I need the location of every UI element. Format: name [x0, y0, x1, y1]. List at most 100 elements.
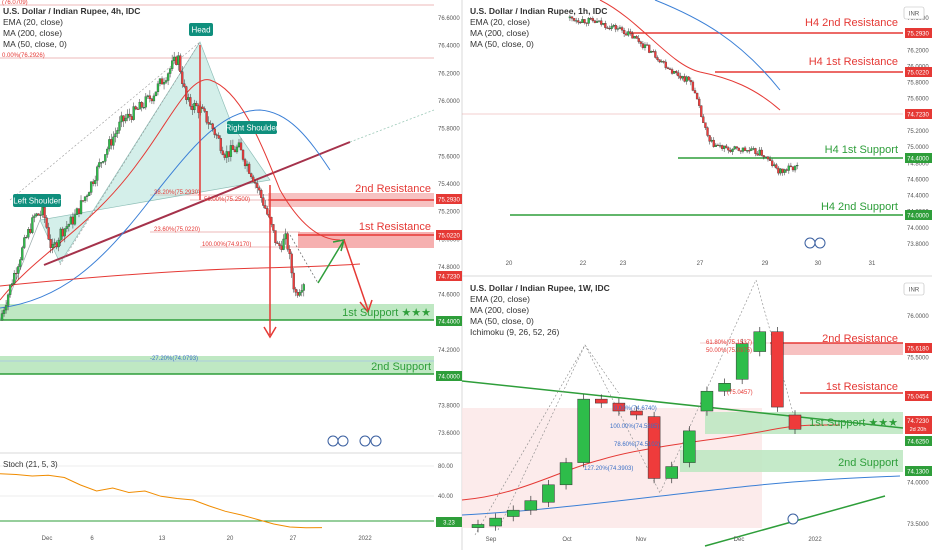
candle-body [112, 136, 115, 146]
candle-body [168, 68, 172, 74]
candle-body [298, 292, 301, 296]
candle-body [144, 96, 147, 108]
h4-path-down [343, 239, 369, 311]
candle-body [577, 20, 580, 23]
candle-body [195, 103, 198, 106]
candle-body [616, 28, 620, 30]
candle-body [779, 168, 782, 174]
candle-body [666, 67, 670, 69]
candle-body [294, 288, 297, 293]
w1-trendline [461, 380, 904, 429]
candle-body [241, 149, 245, 160]
candle-body [158, 78, 162, 84]
h4-x-tick: 20 [227, 536, 234, 542]
flag-icon[interactable] [327, 435, 339, 447]
candle-body [645, 44, 649, 46]
candle-body [0, 313, 4, 321]
candle-body [94, 180, 97, 184]
candle-body [187, 97, 190, 100]
candle-body [47, 227, 50, 240]
candle-body [37, 213, 40, 216]
candle-body [98, 162, 101, 167]
h1-legend: U.S. Dollar / Indian Rupee, 1h, IDC EMA … [470, 6, 607, 50]
candle-body [788, 414, 802, 430]
candle-body [775, 164, 778, 169]
y-tick-label: 73.8000 [907, 242, 929, 248]
y-tick-label: 75.8000 [907, 81, 929, 87]
candle-body [570, 16, 574, 19]
candle-body [189, 97, 192, 107]
h4-res2-tag-bg [436, 194, 462, 204]
candle-body [280, 245, 283, 250]
w1-currency-badge [903, 282, 925, 296]
h4-arrow-head-drop [263, 326, 277, 339]
candle-body [542, 484, 555, 503]
candle-body [631, 33, 634, 39]
candle-body [181, 71, 184, 84]
candle-body [221, 150, 224, 155]
candle-body [718, 383, 731, 392]
flag-icon[interactable] [787, 513, 799, 525]
candle-body [660, 61, 663, 63]
candle-body [118, 121, 121, 131]
candle-body [237, 142, 241, 148]
candle-body [65, 226, 68, 229]
y-tick-label: 75.6000 [907, 97, 929, 103]
candle-body [124, 117, 127, 122]
candle-body [290, 253, 293, 274]
candle-body [506, 509, 520, 517]
candle-body [108, 139, 111, 150]
h1-event-icons[interactable] [804, 237, 826, 249]
flag-icon[interactable] [370, 435, 382, 447]
candle-body [59, 228, 62, 241]
w1-res2-tag-bg [905, 343, 932, 353]
candle-body [148, 95, 152, 100]
h4-x-tick: 27 [290, 536, 297, 542]
h1-legend-ma50: MA (50, close, 0) [470, 39, 534, 49]
head-label: Head [191, 26, 210, 35]
candle-body [791, 166, 795, 171]
candle-body [243, 159, 247, 167]
w1-price-sub: 2d 20h [910, 427, 927, 433]
w1-zigzag-2 [474, 344, 621, 536]
h1-x-tick: 23 [620, 261, 627, 267]
candle-body [600, 20, 603, 25]
candle-body [85, 195, 89, 197]
candle-body [693, 90, 697, 94]
candle-body [758, 149, 761, 156]
flag-icon[interactable] [359, 435, 371, 447]
candle-body [179, 55, 182, 72]
candle-body [87, 192, 91, 196]
candle-body [591, 18, 595, 21]
candle-body [77, 208, 81, 214]
h4-event-icons[interactable] [327, 435, 382, 447]
candle-body [205, 111, 208, 123]
candle-body [668, 68, 672, 70]
candle-body [215, 134, 218, 136]
y-tick-label: 73.8000 [438, 403, 460, 409]
candle-body [637, 38, 640, 42]
candle-body [665, 466, 678, 479]
candle-body [731, 148, 734, 152]
h1-res2-label: H4 2nd Resistance [805, 17, 898, 29]
candle-body [787, 165, 790, 171]
candle-body [673, 70, 676, 74]
flag-icon[interactable] [814, 237, 826, 249]
candle-body [489, 517, 502, 527]
candle-body [654, 51, 657, 58]
h4-fib-label-236: 23.60%(75.0220) [154, 227, 200, 233]
candle-body [706, 127, 709, 136]
flag-icon[interactable] [337, 435, 349, 447]
h1-sup2-tag-bg [905, 210, 932, 220]
w1-fib-label-0: 0.00%(74.6740) [614, 406, 657, 412]
candle-body [100, 162, 103, 164]
candle-body [156, 83, 160, 93]
y-tick-label: 76.0000 [438, 99, 460, 105]
candle-body [698, 98, 701, 106]
flag-icon[interactable] [804, 237, 816, 249]
candle-body [656, 57, 659, 60]
left-shoulder-badge [13, 194, 61, 207]
candle-body [272, 224, 275, 231]
candle-body [201, 106, 204, 109]
